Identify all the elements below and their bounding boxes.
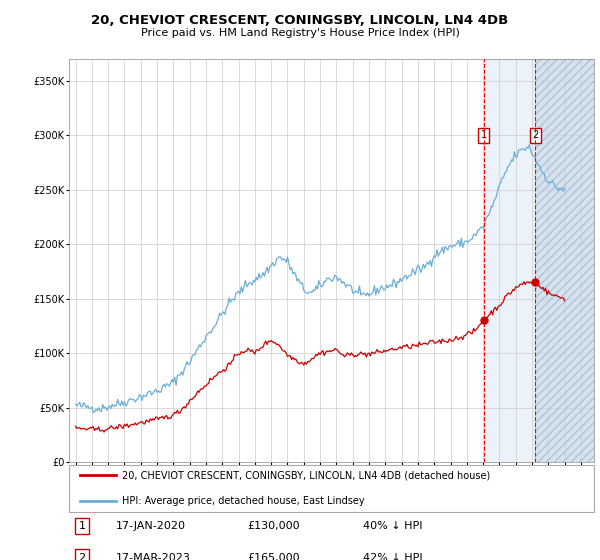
Text: 2: 2 bbox=[79, 553, 86, 560]
Text: £130,000: £130,000 bbox=[248, 521, 300, 531]
Text: 2: 2 bbox=[532, 130, 539, 140]
Text: 42% ↓ HPI: 42% ↓ HPI bbox=[363, 553, 422, 560]
Text: 40% ↓ HPI: 40% ↓ HPI bbox=[363, 521, 422, 531]
Text: HPI: Average price, detached house, East Lindsey: HPI: Average price, detached house, East… bbox=[121, 496, 364, 506]
Text: 17-JAN-2020: 17-JAN-2020 bbox=[116, 521, 186, 531]
Text: Price paid vs. HM Land Registry's House Price Index (HPI): Price paid vs. HM Land Registry's House … bbox=[140, 28, 460, 38]
Text: 1: 1 bbox=[79, 521, 86, 531]
Text: 17-MAR-2023: 17-MAR-2023 bbox=[116, 553, 191, 560]
Bar bbox=[484, 59, 594, 462]
Text: £165,000: £165,000 bbox=[248, 553, 300, 560]
Text: 20, CHEVIOT CRESCENT, CONINGSBY, LINCOLN, LN4 4DB: 20, CHEVIOT CRESCENT, CONINGSBY, LINCOLN… bbox=[91, 14, 509, 27]
Bar bbox=[535, 59, 594, 462]
Text: 20, CHEVIOT CRESCENT, CONINGSBY, LINCOLN, LN4 4DB (detached house): 20, CHEVIOT CRESCENT, CONINGSBY, LINCOLN… bbox=[121, 470, 490, 480]
FancyBboxPatch shape bbox=[69, 465, 594, 512]
Text: 1: 1 bbox=[481, 130, 487, 140]
